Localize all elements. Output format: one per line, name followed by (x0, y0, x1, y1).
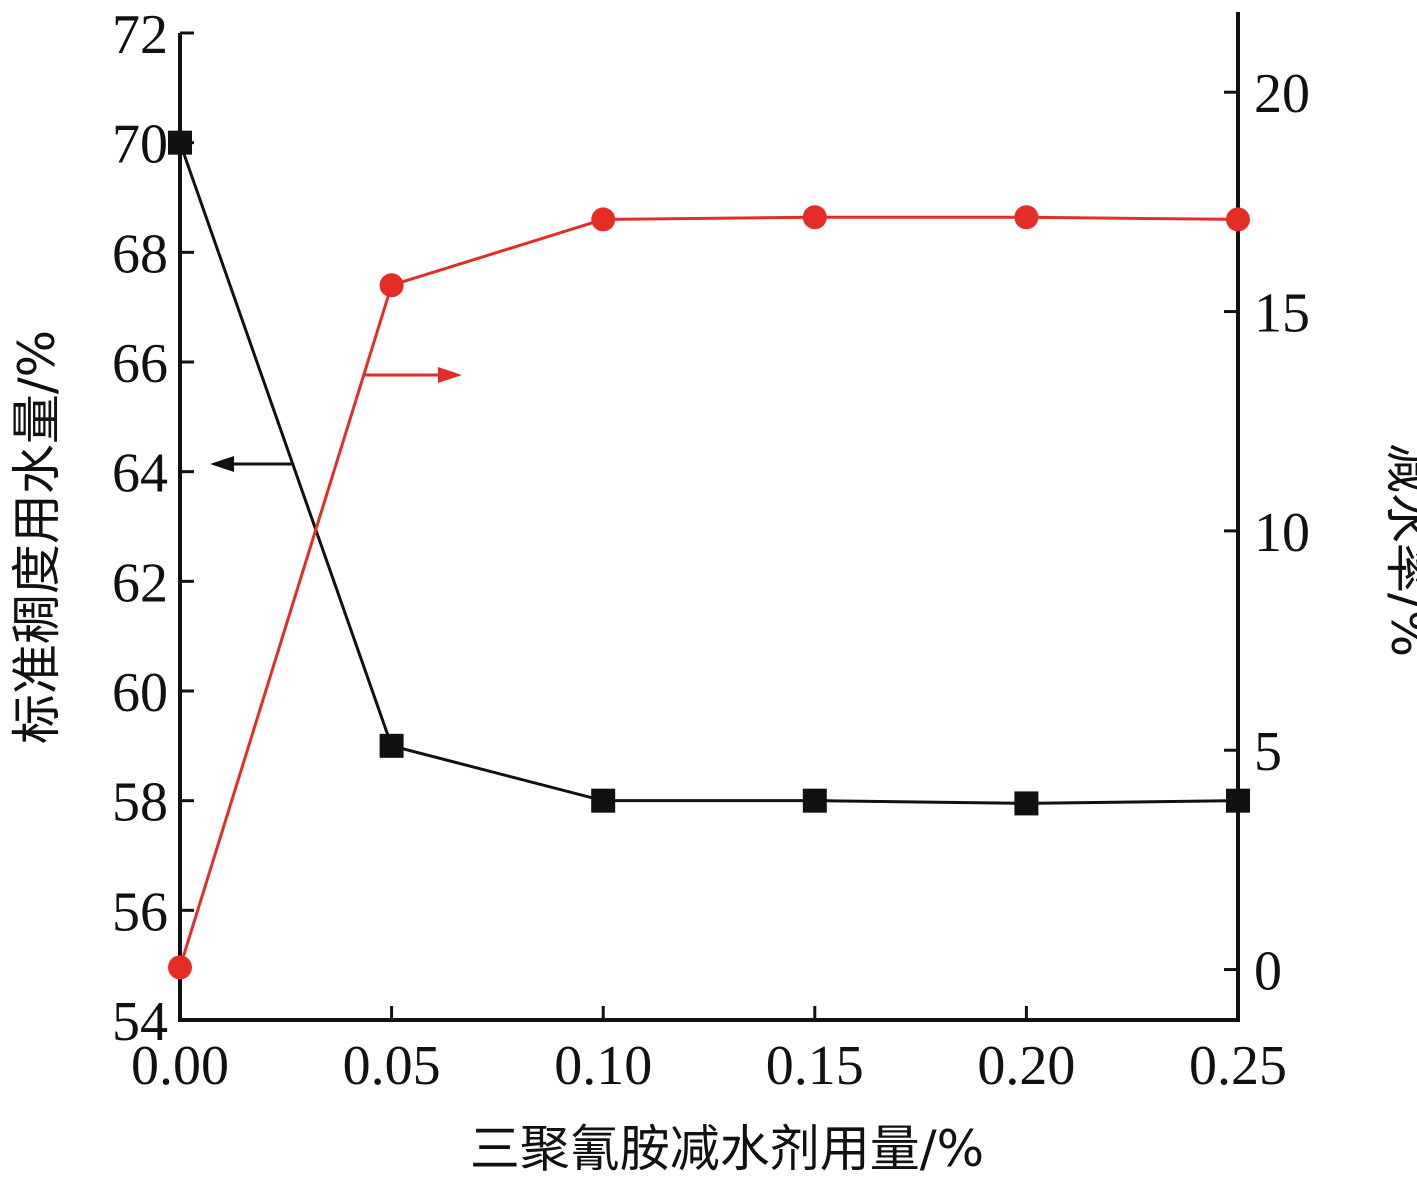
axes: 54 56 58 60 62 64 66 68 70 72 0 5 10 15 20 0.00 0.05 0.10… (112, 4, 1310, 1097)
right-tick-label: 15 (1254, 283, 1310, 345)
series-group (168, 130, 1250, 980)
annotations (210, 367, 462, 472)
data-point-circle (1014, 205, 1039, 230)
data-point-circle (591, 207, 616, 232)
right-tick-label: 20 (1254, 63, 1310, 125)
series-line-1 (178, 142, 1239, 805)
x-tick-label: 0.15 (766, 1035, 864, 1097)
left-tick-label: 54 (112, 991, 168, 1053)
right-tick-label: 0 (1254, 941, 1282, 1003)
left-axis-title: 标准稠度用水量/% (8, 330, 66, 744)
right-axis-title: 减水率/% (1380, 443, 1417, 657)
right-tick-label: 10 (1254, 502, 1310, 564)
data-point-square (379, 733, 404, 758)
x-tick-label: 0.20 (977, 1035, 1075, 1097)
x-tick-label: 0.05 (343, 1035, 441, 1097)
left-tick-label: 68 (112, 223, 168, 285)
series-line-2 (178, 215, 1239, 968)
data-point-square (802, 788, 827, 813)
x-tick-label: 0.10 (554, 1035, 652, 1097)
left-axis-indicator-arrowhead (210, 456, 234, 472)
left-tick-label: 64 (112, 443, 168, 505)
left-tick-label: 58 (112, 772, 168, 834)
data-point-square (1014, 791, 1039, 816)
data-point-square (168, 130, 192, 155)
right-axis-indicator-arrowhead (438, 367, 462, 383)
data-point-circle (1226, 207, 1250, 232)
data-point-circle (802, 205, 827, 230)
left-tick-label: 62 (112, 552, 168, 614)
right-tick-label: 5 (1254, 721, 1282, 783)
x-axis-title: 三聚氰胺减水剂用量/% (470, 1120, 984, 1178)
data-point-square (1226, 788, 1250, 813)
left-tick-label: 66 (112, 333, 168, 395)
left-tick-label: 70 (112, 114, 168, 176)
left-tick-label: 72 (112, 4, 168, 66)
x-tick-label: 0.25 (1189, 1035, 1287, 1097)
x-tick-label: 0.00 (131, 1035, 229, 1097)
left-tick-label: 60 (112, 662, 168, 724)
data-point-circle (379, 273, 404, 298)
data-point-circle (168, 955, 192, 980)
data-point-square (591, 788, 616, 813)
left-tick-label: 56 (112, 881, 168, 943)
